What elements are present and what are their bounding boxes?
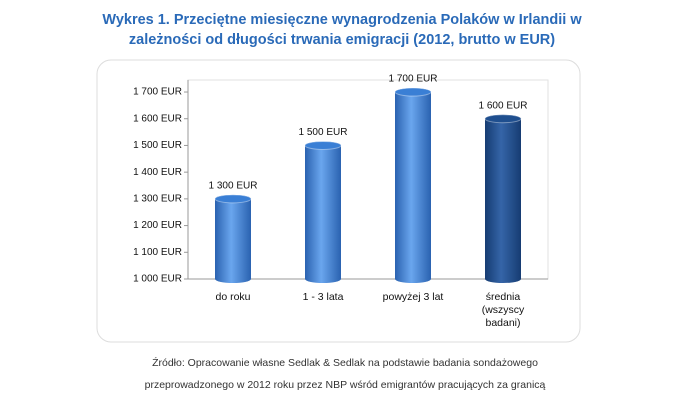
bar-top <box>484 114 522 124</box>
bar-top <box>214 194 252 204</box>
y-tick-label: 1 100 EUR <box>133 247 182 258</box>
y-tick-label: 1 200 EUR <box>133 220 182 231</box>
bar <box>395 88 431 283</box>
x-tick-label: do roku <box>215 291 251 303</box>
source-note: Źródło: Opracowanie własne Sedlak & Sedl… <box>144 357 546 391</box>
y-tick-label: 1 500 EUR <box>133 140 182 151</box>
y-tick-label: 1 000 EUR <box>133 274 182 285</box>
chart-title: Wykres 1. Przeciętne miesięczne wynagrod… <box>102 12 582 48</box>
bar <box>305 141 341 283</box>
y-tick-label: 1 700 EUR <box>133 87 182 98</box>
bar <box>485 114 521 284</box>
y-tick-label: 1 600 EUR <box>133 113 182 124</box>
x-tick-label: 1 - 3 lata <box>302 291 344 303</box>
value-label: 1 700 EUR <box>389 74 438 85</box>
bar <box>215 194 251 283</box>
value-label: 1 500 EUR <box>299 127 348 138</box>
value-label: 1 300 EUR <box>209 181 258 192</box>
x-tick-label: powyżej 3 lat <box>382 291 444 303</box>
bar-top <box>304 140 342 150</box>
value-label: 1 600 EUR <box>479 100 528 111</box>
y-tick-label: 1 300 EUR <box>133 194 182 205</box>
x-tick-label: średnia (wszyscy badani) <box>481 291 525 329</box>
y-tick-label: 1 400 EUR <box>133 167 182 178</box>
bar-top <box>394 87 432 97</box>
